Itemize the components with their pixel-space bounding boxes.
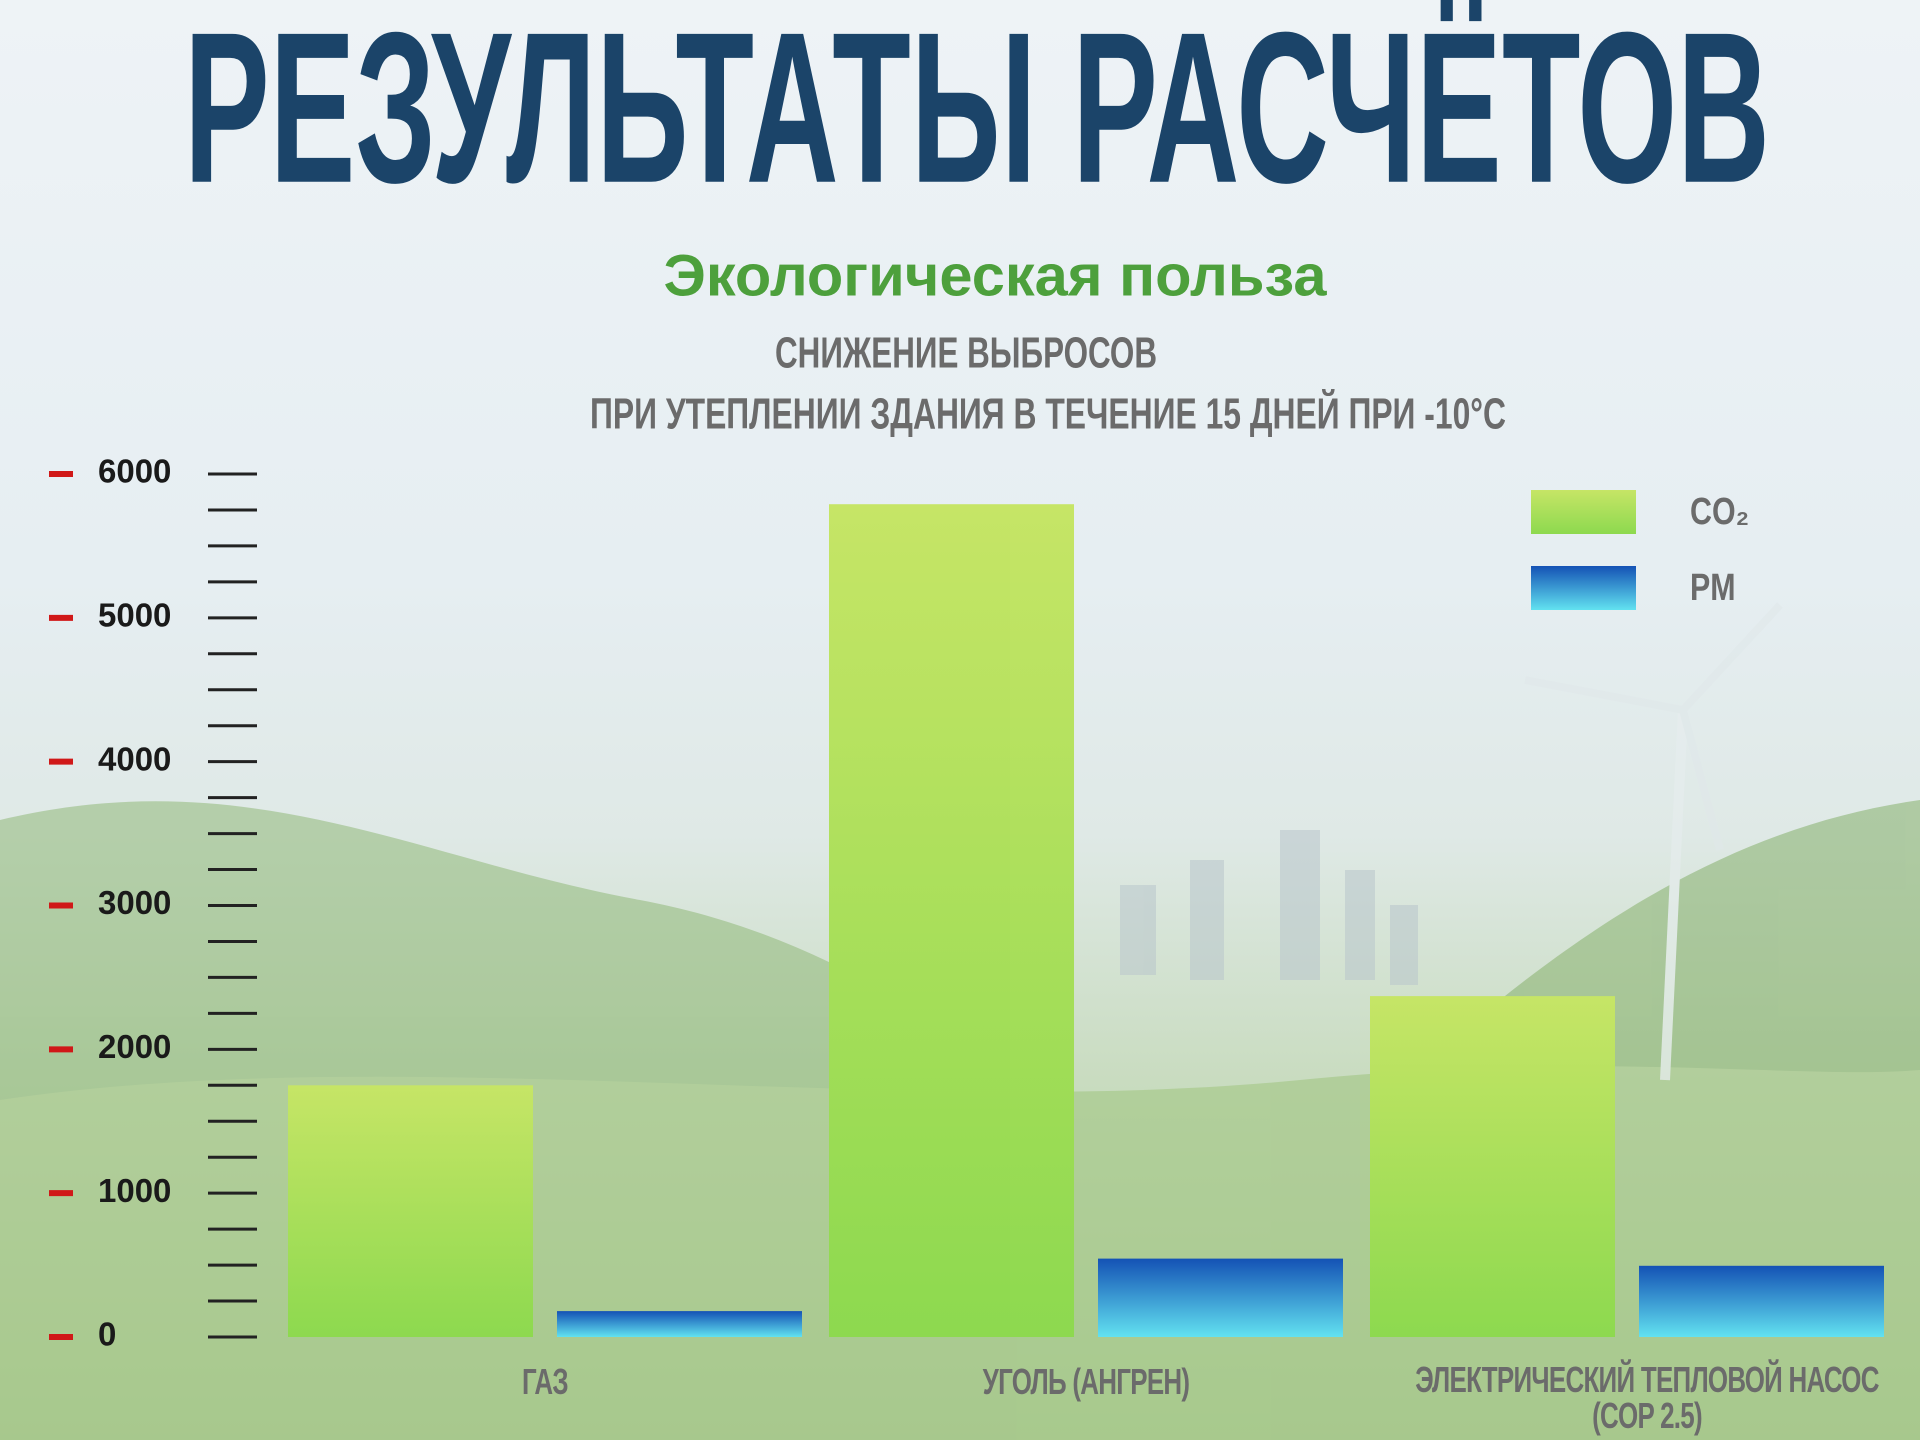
- subtitle: Экологическая польза: [664, 243, 1328, 308]
- bar: [557, 1311, 802, 1337]
- page-title: РЕЗУЛЬТАТЫ РАСЧЁТОВ: [184, 0, 1770, 228]
- y-tick-label: 3000: [98, 884, 171, 921]
- bar: [1370, 996, 1615, 1337]
- bar: [1639, 1265, 1884, 1337]
- x-tick-label: ЭЛЕКТРИЧЕСКИЙ ТЕПЛОВОЙ НАСОС (COP 2.5): [1415, 1359, 1879, 1436]
- bar: [829, 504, 1074, 1338]
- y-tick-label: 4000: [98, 740, 171, 777]
- legend-label: CO₂: [1690, 491, 1749, 533]
- legend-label: PM: [1690, 567, 1736, 609]
- y-tick-label: 5000: [98, 597, 171, 634]
- bar: [288, 1085, 533, 1337]
- legend-swatch: [1531, 566, 1636, 610]
- y-tick-label: 2000: [98, 1028, 171, 1065]
- chart-title: ПРИ УТЕПЛЕНИИ ЗДАНИЯ В ТЕЧЕНИЕ 15 ДНЕЙ П…: [590, 388, 1506, 439]
- chart-title: СНИЖЕНИЕ ВЫБРОСОВ: [775, 329, 1157, 378]
- y-tick-label: 6000: [98, 453, 171, 490]
- x-tick-label: ГАЗ: [522, 1361, 569, 1402]
- x-tick-label: УГОЛЬ (АНГРЕН): [982, 1361, 1190, 1402]
- y-tick-label: 0: [98, 1316, 116, 1353]
- y-tick-label: 1000: [98, 1172, 171, 1209]
- legend-swatch: [1531, 490, 1636, 534]
- bar: [1098, 1258, 1343, 1337]
